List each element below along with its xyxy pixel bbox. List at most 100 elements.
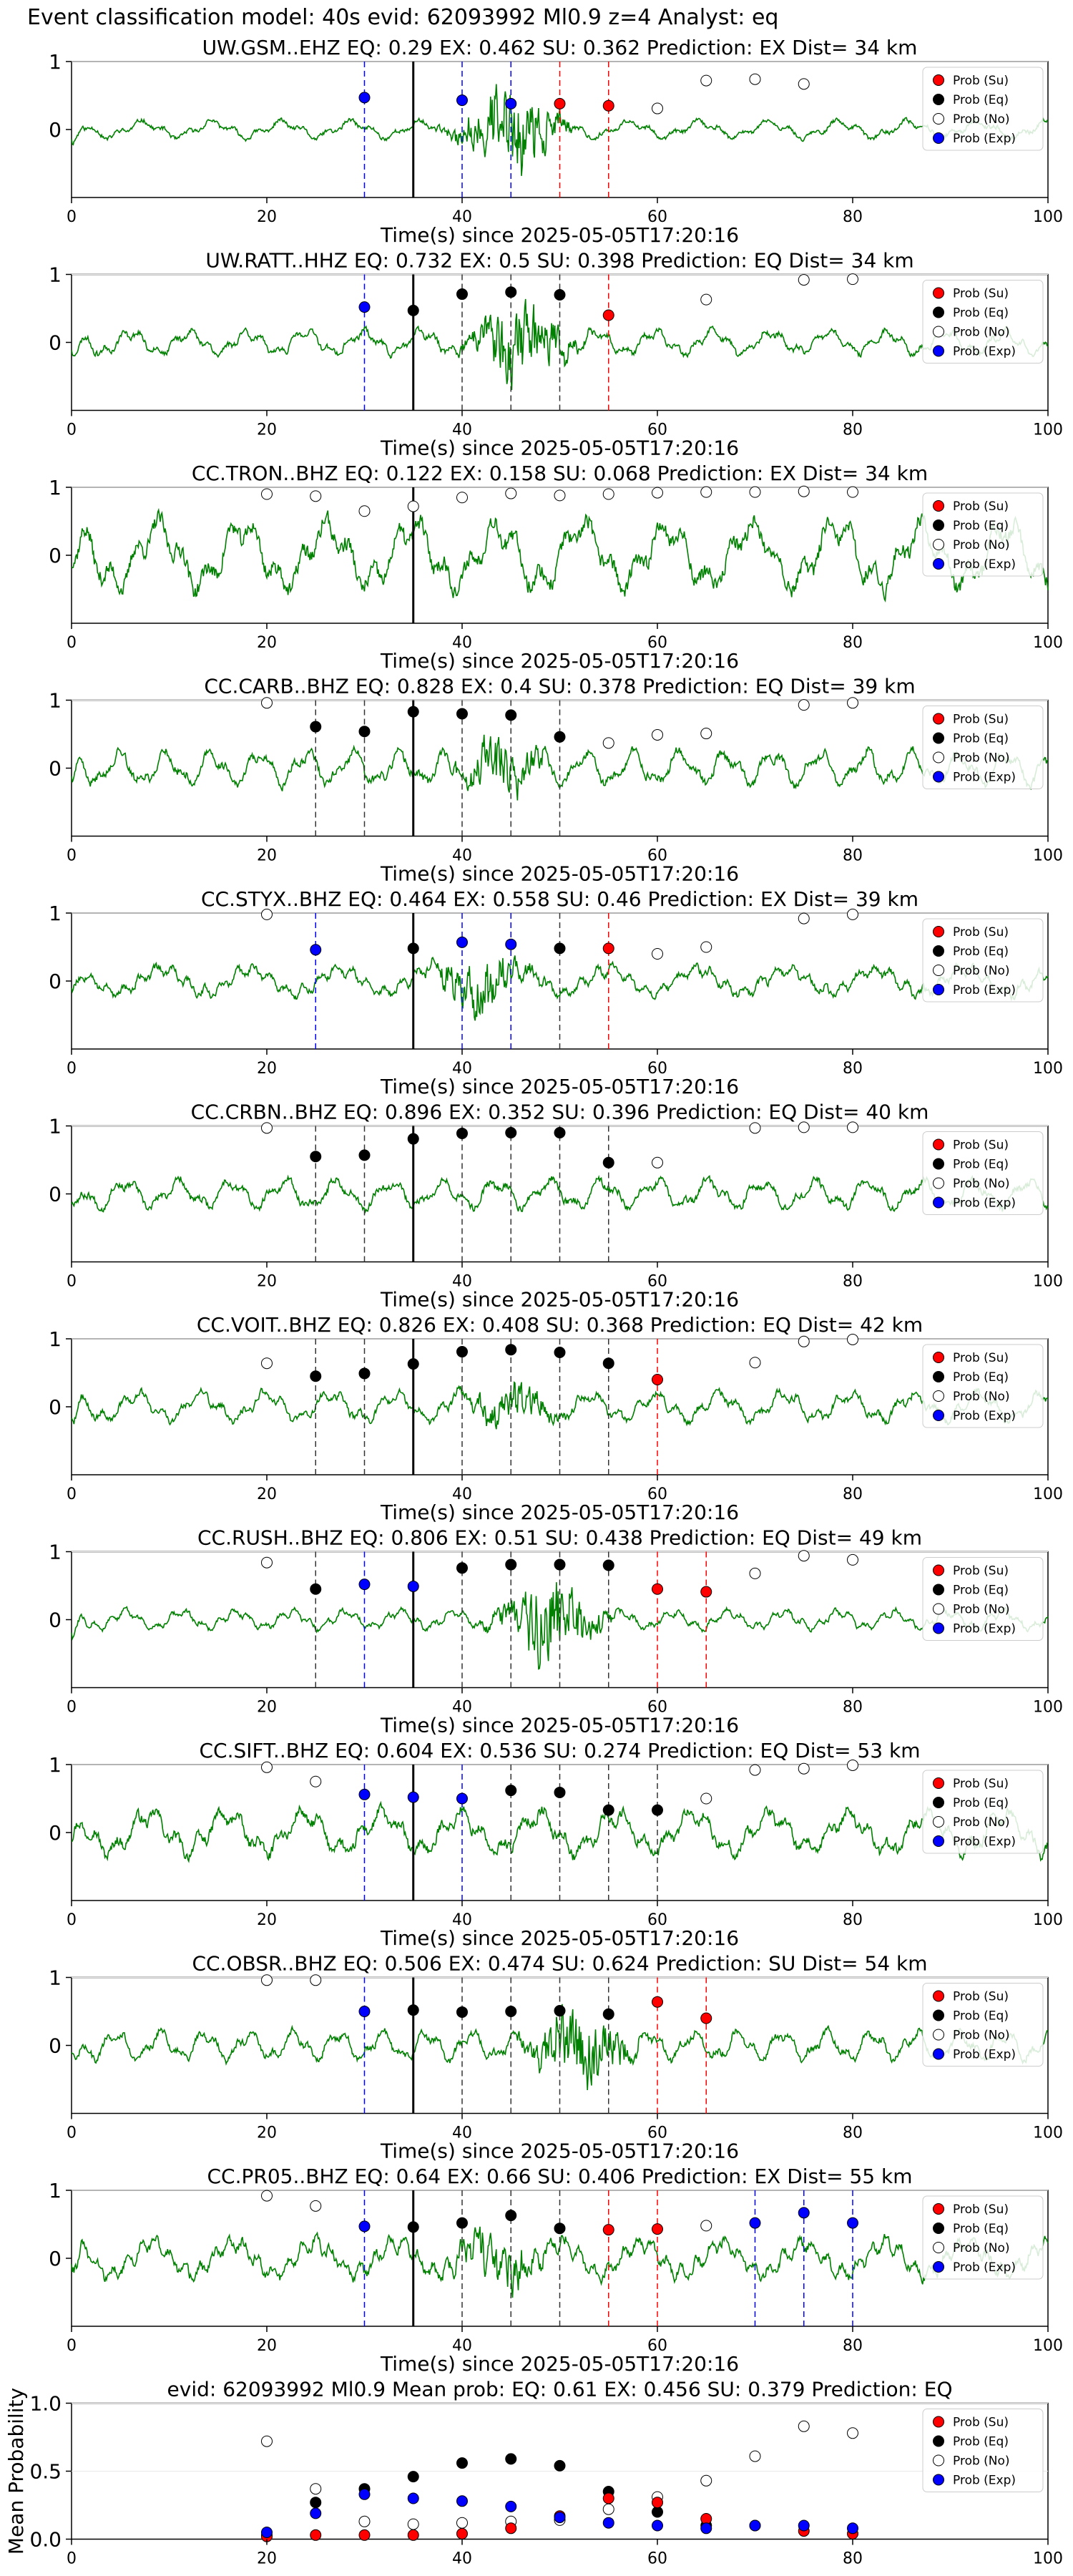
xtick-label: 60 <box>647 1485 667 1503</box>
prob-marker-no <box>261 1122 273 1134</box>
mean-prob-point-exp <box>700 2522 712 2534</box>
xtick-label: 60 <box>647 1060 667 1078</box>
prob-marker-no <box>602 488 614 500</box>
prob-marker-no <box>652 948 663 960</box>
legend-box <box>922 492 1044 577</box>
mean-prob-point-exp <box>358 2488 371 2500</box>
legend-marker-exp <box>933 771 944 783</box>
legend-marker-su <box>933 1352 944 1363</box>
legend-marker-no <box>933 751 944 763</box>
ytick-label: 1.0 <box>29 2392 62 2416</box>
prob-marker-no <box>358 505 371 517</box>
prob-marker-eq <box>456 1346 468 1358</box>
xtick-label: 100 <box>1033 1911 1063 1929</box>
prob-marker-no <box>798 1335 810 1347</box>
legend-label-su: Prob (Su) <box>953 2416 1009 2430</box>
xtick-label: 0 <box>67 1060 77 1078</box>
station-panel-uw-gsm-ehz: UW.GSM..EHZ EQ: 0.29 EX: 0.462 SU: 0.362… <box>49 36 1063 247</box>
legend-marker-exp <box>933 558 944 570</box>
prob-marker-eq <box>456 708 468 720</box>
legend-label-exp: Prob (Exp) <box>953 2048 1016 2062</box>
legend-label-su: Prob (Su) <box>953 1990 1009 2004</box>
prob-marker-exp <box>407 1791 419 1803</box>
prob-marker-no <box>652 102 663 114</box>
prob-marker-su <box>652 1374 663 1385</box>
xtick-label: 60 <box>647 847 667 865</box>
station-panel-cc-carb-bhz: CC.CARB..BHZ EQ: 0.828 EX: 0.4 SU: 0.378… <box>49 675 1063 886</box>
mean-prob-point-eq <box>554 2459 566 2472</box>
panel-xlabel: Time(s) since 2025-05-05T17:20:16 <box>380 1926 739 1950</box>
xtick-label: 20 <box>257 634 277 652</box>
station-panel-cc-rush-bhz: CC.RUSH..BHZ EQ: 0.806 EX: 0.51 SU: 0.43… <box>49 1526 1063 1737</box>
prob-marker-no <box>261 1357 273 1370</box>
legend-marker-eq <box>933 2009 944 2021</box>
legend-marker-eq <box>933 2223 944 2234</box>
xtick-label: 0 <box>67 2550 77 2568</box>
xtick-label: 40 <box>452 1060 472 1078</box>
legend-label-no: Prob (No) <box>953 112 1010 127</box>
mean-probability-panel: evid: 62093992 Ml0.9 Mean prob: EQ: 0.61… <box>4 2378 1063 2568</box>
prob-marker-no <box>798 78 810 90</box>
xtick-label: 100 <box>1033 2124 1063 2142</box>
legend-label-no: Prob (No) <box>953 326 1010 340</box>
prob-marker-eq <box>407 304 419 316</box>
legend-marker-su <box>933 74 944 86</box>
mean-prob-point-su <box>407 2529 419 2541</box>
prob-marker-no <box>847 1553 858 1566</box>
panel-xlabel: Time(s) since 2025-05-05T17:20:16 <box>380 223 739 247</box>
prob-marker-no <box>798 1762 810 1775</box>
prob-marker-eq <box>407 942 419 955</box>
prob-marker-eq <box>554 942 566 955</box>
legend-label-su: Prob (Su) <box>953 1138 1009 1153</box>
prob-marker-su <box>652 2223 663 2235</box>
legend-marker-exp <box>933 1410 944 1421</box>
ytick-label: 1 <box>49 476 62 499</box>
mean-prob-point-exp <box>847 2522 858 2534</box>
xtick-label: 40 <box>452 2550 472 2568</box>
xtick-label: 40 <box>452 1273 472 1291</box>
xtick-label: 60 <box>647 208 667 226</box>
xtick-label: 0 <box>67 208 77 226</box>
legend-marker-eq <box>933 732 944 744</box>
xtick-label: 20 <box>257 847 277 865</box>
xtick-label: 0 <box>67 1911 77 1929</box>
panel-title: CC.VOIT..BHZ EQ: 0.826 EX: 0.408 SU: 0.3… <box>197 1313 923 1337</box>
ytick-label: 0 <box>49 331 62 355</box>
prob-marker-eq <box>407 2004 419 2016</box>
xtick-label: 20 <box>257 1273 277 1291</box>
prob-marker-exp <box>358 1579 371 1591</box>
panel-xlabel: Time(s) since 2025-05-05T17:20:16 <box>380 1288 739 1312</box>
prob-marker-no <box>749 1122 761 1134</box>
mean-prob-point-no <box>310 2483 322 2495</box>
legend-box <box>922 706 1044 789</box>
mean-prob-point-no <box>358 2515 371 2527</box>
xtick-label: 80 <box>843 421 863 439</box>
legend-label-no: Prob (No) <box>953 538 1010 552</box>
ytick-label: 0 <box>49 1183 62 1206</box>
xtick-label: 100 <box>1033 2550 1063 2568</box>
xtick-label: 0 <box>67 634 77 652</box>
station-panel-cc-obsr-bhz: CC.OBSR..BHZ EQ: 0.506 EX: 0.474 SU: 0.6… <box>49 1952 1063 2163</box>
prob-marker-no <box>407 500 419 512</box>
prob-marker-su <box>700 1586 712 1598</box>
legend-label-exp: Prob (Exp) <box>953 132 1016 146</box>
mean-prob-point-no <box>847 2427 858 2439</box>
prob-marker-eq <box>602 1804 614 1816</box>
panel-xlabel: Time(s) since 2025-05-05T17:20:16 <box>380 1714 739 1737</box>
legend-label-su: Prob (Su) <box>953 713 1009 727</box>
prob-marker-exp <box>798 2207 810 2219</box>
prob-marker-eq <box>456 288 468 301</box>
ytick-label: 0 <box>49 544 62 567</box>
prob-marker-exp <box>310 944 322 956</box>
legend-marker-no <box>933 2454 944 2467</box>
prob-marker-no <box>798 912 810 924</box>
prob-marker-eq <box>554 1347 566 1358</box>
legend-marker-eq <box>933 1158 944 1170</box>
legend-marker-su <box>933 1138 944 1151</box>
prob-marker-su <box>652 1996 663 2008</box>
prob-marker-exp <box>358 1788 371 1800</box>
legend-label-eq: Prob (Eq) <box>953 945 1009 959</box>
ytick-label: 1 <box>49 263 62 287</box>
prob-marker-exp <box>505 938 517 950</box>
